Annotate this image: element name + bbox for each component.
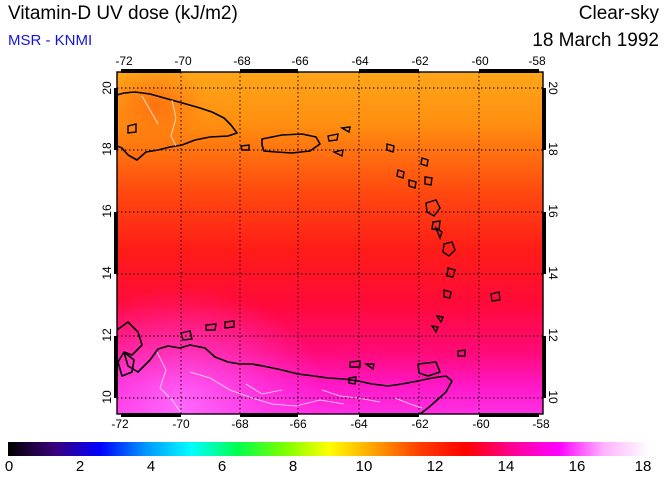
top-lon-labels: -72 -70 -68 -66 -64 -62 -60 -58 xyxy=(115,54,546,68)
lon-label: -72 xyxy=(111,417,129,431)
lon-gridlines xyxy=(180,72,480,414)
lon-label: -68 xyxy=(233,54,251,68)
islands xyxy=(127,123,501,385)
island xyxy=(442,241,456,257)
lon-label: -66 xyxy=(289,417,307,431)
colorbar-tick-label: 2 xyxy=(75,458,85,475)
uv-dose-map: -72 -70 -68 -66 -64 -62 -60 -58 -72 -70 … xyxy=(100,54,560,431)
lon-label: -60 xyxy=(472,417,490,431)
island xyxy=(363,363,375,371)
colorbar-tick-label: 0 xyxy=(4,458,14,475)
colorbar xyxy=(8,442,650,456)
lon-label: -70 xyxy=(172,417,190,431)
lon-label: -64 xyxy=(351,54,369,68)
island xyxy=(408,179,417,189)
lon-label: -72 xyxy=(115,54,133,68)
dose-field-north-highlight xyxy=(117,72,543,414)
bottom-lon-labels: -72 -70 -68 -66 -64 -62 -60 -58 xyxy=(111,417,550,431)
lon-label: -60 xyxy=(471,54,489,68)
border xyxy=(170,99,177,147)
island xyxy=(205,323,217,331)
border xyxy=(156,351,183,414)
coastlines xyxy=(117,91,453,414)
lon-label: -62 xyxy=(411,417,429,431)
lat-label: 18 xyxy=(546,142,560,156)
colorbar-tick-label: 6 xyxy=(217,458,227,475)
island xyxy=(349,360,361,368)
island xyxy=(446,267,456,278)
lat-label: 10 xyxy=(100,390,114,404)
border xyxy=(141,95,159,125)
lat-label: 18 xyxy=(100,142,114,156)
island xyxy=(339,126,351,134)
colorbar-tick-label: 14 xyxy=(497,458,515,475)
island xyxy=(327,133,339,142)
island xyxy=(386,143,395,153)
hispaniola-coast xyxy=(117,91,238,161)
credit-label: MSR - KNMI xyxy=(8,32,93,49)
lat-label: 20 xyxy=(100,81,114,95)
border xyxy=(189,371,345,407)
left-lat-labels: 10 12 14 16 18 20 xyxy=(100,81,114,404)
island xyxy=(490,291,501,302)
lat-label: 14 xyxy=(546,266,560,280)
lat-gridlines xyxy=(117,87,543,399)
colorbar-tick-label: 16 xyxy=(568,458,586,475)
island xyxy=(180,330,193,341)
border xyxy=(245,383,283,395)
colorbar-tick-label: 12 xyxy=(426,458,444,475)
border xyxy=(321,389,381,403)
lon-label: -64 xyxy=(350,417,368,431)
south-america-coast xyxy=(117,321,453,414)
border xyxy=(394,397,423,409)
lat-label: 10 xyxy=(546,390,560,404)
lat-label: 14 xyxy=(100,266,114,280)
island xyxy=(424,176,433,186)
lon-label: -62 xyxy=(411,54,429,68)
lat-label: 12 xyxy=(546,328,560,342)
colorbar-tick-label: 4 xyxy=(146,458,156,475)
island xyxy=(435,315,444,324)
island xyxy=(434,226,443,241)
island xyxy=(348,376,357,385)
maracaibo-lake xyxy=(117,351,135,377)
island xyxy=(457,349,466,357)
puerto-rico-coast xyxy=(261,133,321,154)
island xyxy=(331,149,344,158)
island xyxy=(430,325,439,334)
colorbar-tick-label: 8 xyxy=(288,458,298,475)
map-title: Vitamin-D UV dose (kJ/m2) xyxy=(8,3,238,24)
lat-label: 12 xyxy=(100,328,114,342)
island xyxy=(224,320,235,329)
colorbar-tick-label: 10 xyxy=(355,458,373,475)
lon-label: -68 xyxy=(231,417,249,431)
island xyxy=(396,169,405,179)
lon-label: -58 xyxy=(532,417,550,431)
island xyxy=(420,157,429,167)
trinidad-coast xyxy=(417,361,441,377)
lon-label: -70 xyxy=(174,54,192,68)
colorbar-tick-label: 18 xyxy=(634,458,652,475)
right-lat-labels: 10 12 14 16 18 20 xyxy=(546,81,560,404)
sky-condition: Clear-sky xyxy=(578,3,659,24)
island xyxy=(443,289,452,299)
frame-scale-bars xyxy=(114,69,546,417)
map-date: 18 March 1992 xyxy=(532,30,659,51)
island xyxy=(127,123,137,134)
lon-label: -66 xyxy=(291,54,309,68)
lat-label: 16 xyxy=(546,204,560,218)
lon-label: -58 xyxy=(528,54,546,68)
lat-label: 20 xyxy=(546,81,560,95)
country-borders xyxy=(141,95,423,414)
lat-label: 16 xyxy=(100,204,114,218)
